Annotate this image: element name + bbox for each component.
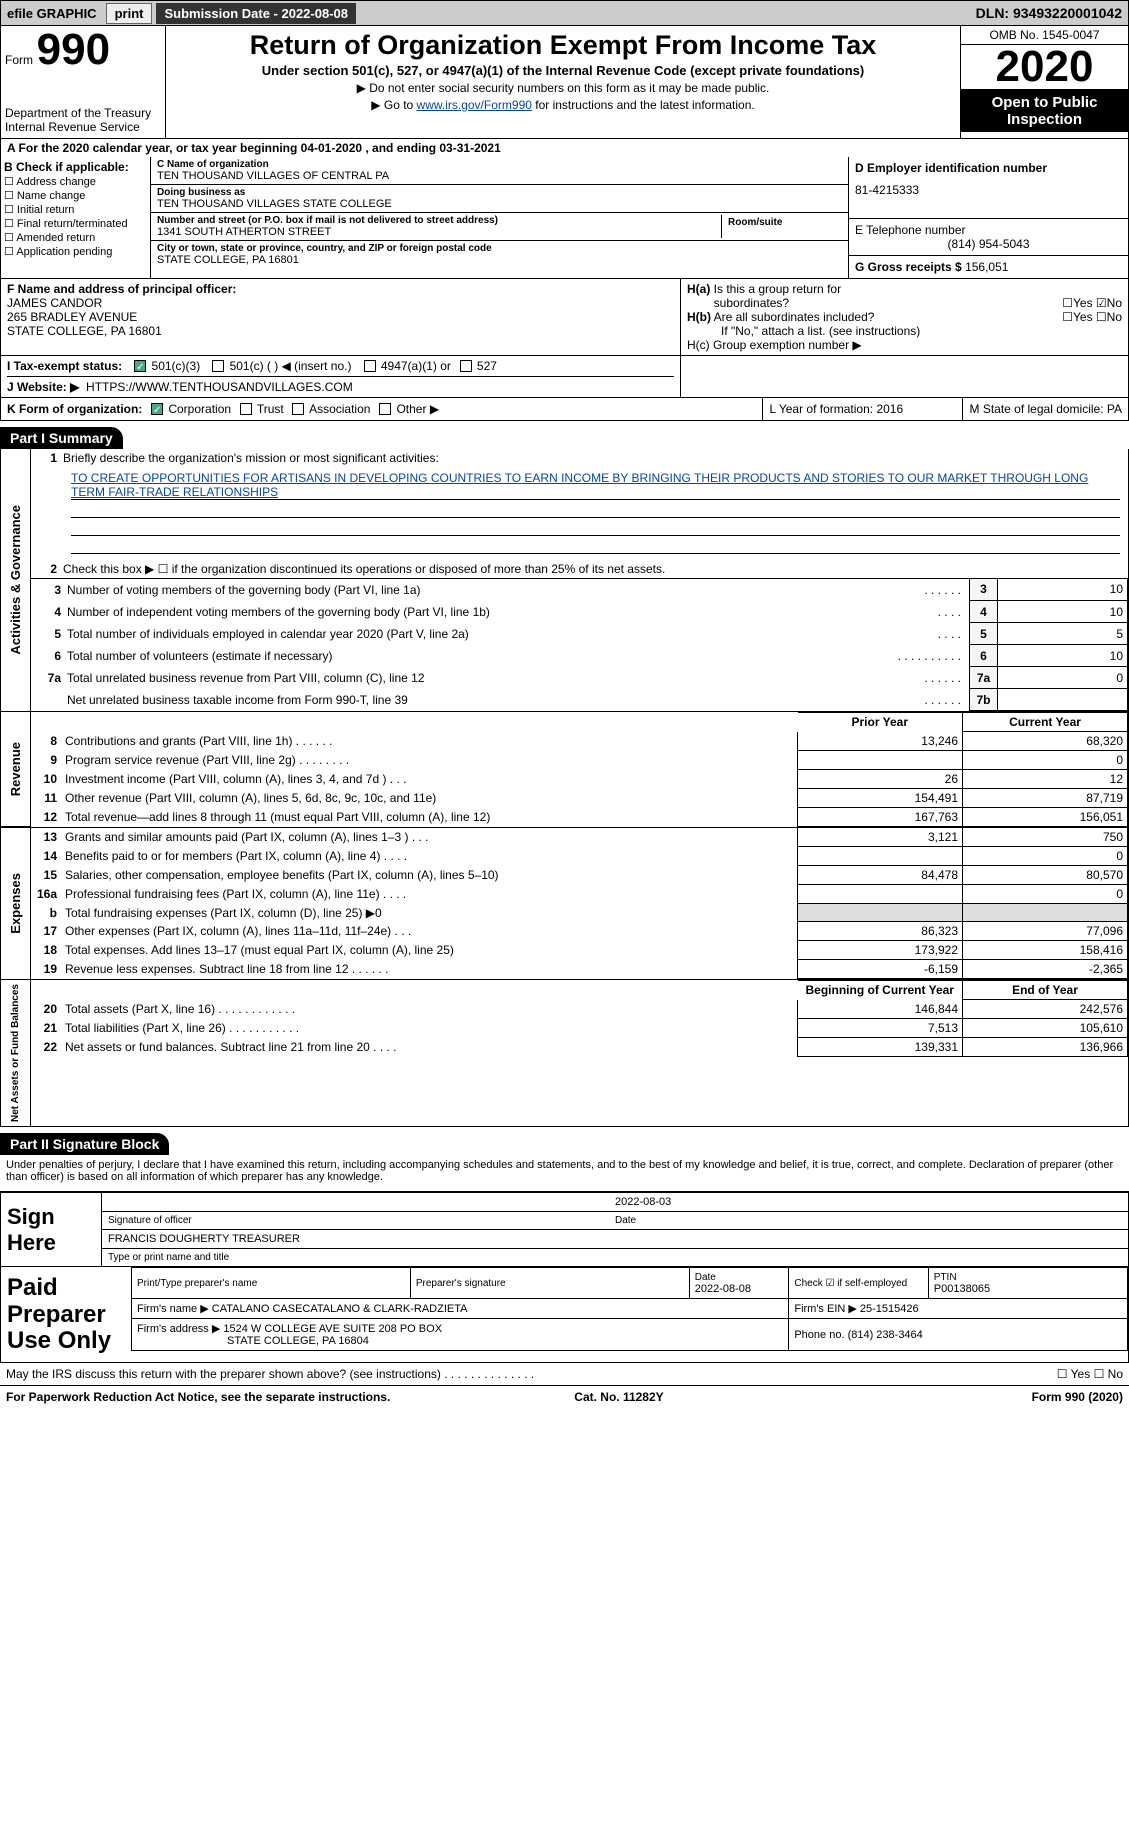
g-gross-lbl: G Gross receipts $ [855,260,962,274]
cb-4947[interactable] [364,360,376,372]
cat-no: Cat. No. 11282Y [574,1390,663,1404]
q1-mission-lbl: Briefly describe the organization's miss… [63,451,1124,465]
declaration-text: Under penalties of perjury, I declare th… [0,1155,1129,1187]
expenses-table: 13Grants and similar amounts paid (Part … [31,828,1128,979]
irs-link[interactable]: www.irs.gov/Form990 [417,98,532,112]
cb-address[interactable]: ☐ Address change [4,175,147,188]
phone-value: (814) 954-5043 [855,237,1122,251]
b-header: B Check if applicable: [4,160,147,174]
cb-assoc[interactable] [292,403,304,415]
section-klm: K Form of organization: Corporation Trus… [0,398,1129,421]
revenue-vlabel: Revenue [6,738,25,800]
e-phone-lbl: E Telephone number [855,223,1122,237]
cb-pending[interactable]: ☐ Application pending [4,245,147,258]
officer-addr1: 265 BRADLEY AVENUE [7,310,674,324]
street-addr: 1341 SOUTH ATHERTON STREET [157,226,721,238]
dln: DLN: 93493220001042 [976,5,1128,21]
c-name-lbl: C Name of organization [157,159,842,170]
dba-lbl: Doing business as [157,187,842,198]
part1-header: Part I Summary [0,427,123,449]
line-a: A For the 2020 calendar year, or tax yea… [0,139,1129,157]
form-header: Form 990 Department of the TreasuryInter… [0,26,1129,139]
part1-revenue-expenses: Revenue Prior YearCurrent Year 8Contribu… [0,712,1129,828]
part1-netassets: Net Assets or Fund Balances Beginning of… [0,980,1129,1127]
submission-date: Submission Date - 2022-08-08 [156,3,356,24]
section-fh: F Name and address of principal officer:… [0,279,1129,356]
sig-officer-lbl: Signature of officer [108,1215,615,1226]
d-ein-lbl: D Employer identification number [855,161,1122,175]
room-lbl: Room/suite [728,217,836,228]
governance-table: 3Number of voting members of the governi… [31,578,1128,712]
print-button[interactable]: print [106,3,153,24]
k-form-org: K Form of organization: Corporation Trus… [1,398,763,420]
part1-expenses: Expenses 13Grants and similar amounts pa… [0,828,1129,980]
j-website: J Website: ▶ HTTPS://WWW.TENTHOUSANDVILL… [7,376,674,394]
cb-amended[interactable]: ☐ Amended return [4,231,147,244]
form-subtitle: Under section 501(c), 527, or 4947(a)(1)… [170,63,956,78]
hb-subordinates: H(b) Are all subordinates included?☐Yes … [687,310,1122,324]
cb-corp[interactable] [151,403,163,415]
note-link: ▶ Go to www.irs.gov/Form990 for instruct… [170,98,956,112]
cb-501c[interactable] [212,360,224,372]
form-page-no: Form 990 (2020) [1032,1390,1123,1404]
expenses-vlabel: Expenses [6,869,25,938]
sign-here-label: Sign Here [1,1193,101,1266]
hb-note: If "No," attach a list. (see instruction… [687,324,1122,338]
inspection-label: Open to Public Inspection [961,90,1128,132]
netassets-vlabel: Net Assets or Fund Balances [8,980,23,1126]
hc-exemption: H(c) Group exemption number ▶ [687,338,1122,352]
note-ssn: ▶ Do not enter social security numbers o… [170,81,956,95]
paid-preparer-label: Paid Preparer Use Only [1,1267,131,1362]
section-ij: I Tax-exempt status: 501(c)(3) 501(c) ( … [0,356,1129,398]
dept-treasury: Department of the TreasuryInternal Reven… [5,106,161,134]
cb-other[interactable] [379,403,391,415]
governance-label: Activities & Governance [6,501,25,659]
ein-value: 81-4215333 [855,183,1122,197]
tax-year: 2020 [961,45,1128,90]
section-bcdeg: B Check if applicable: ☐ Address change … [0,157,1129,279]
gross-receipts: 156,051 [965,260,1008,274]
efile-label: efile GRAPHIC [1,6,103,21]
officer-name: JAMES CANDOR [7,296,674,310]
cb-final[interactable]: ☐ Final return/terminated [4,217,147,230]
type-name-lbl: Type or print name and title [108,1252,1122,1263]
city-lbl: City or town, state or province, country… [157,243,842,254]
cb-trust[interactable] [240,403,252,415]
form-number: 990 [37,25,110,74]
m-state-domicile: M State of legal domicile: PA [963,398,1128,420]
revenue-table: Prior YearCurrent Year 8Contributions an… [31,712,1128,827]
part1-governance: Activities & Governance 1Briefly describ… [0,449,1129,713]
cb-501c3[interactable] [134,360,146,372]
form-title: Return of Organization Exempt From Incom… [170,30,956,61]
cb-name[interactable]: ☐ Name change [4,189,147,202]
paperwork-notice: For Paperwork Reduction Act Notice, see … [6,1390,390,1404]
top-bar: efile GRAPHIC print Submission Date - 20… [0,0,1129,26]
ha-group: H(a) Is this a group return for subordin… [687,282,1122,310]
i-tax-status: I Tax-exempt status: 501(c)(3) 501(c) ( … [7,359,674,373]
netassets-table: Beginning of Current YearEnd of Year 20T… [31,980,1128,1057]
cb-527[interactable] [460,360,472,372]
preparer-table: Print/Type preparer's name Preparer's si… [131,1267,1128,1351]
addr-lbl: Number and street (or P.O. box if mail i… [157,215,721,226]
footer: For Paperwork Reduction Act Notice, see … [0,1385,1129,1408]
form-prefix: Form [5,53,33,67]
city-state: STATE COLLEGE, PA 16801 [157,254,842,266]
officer-printed-name: FRANCIS DOUGHERTY TREASURER [108,1233,1122,1245]
l-year-formation: L Year of formation: 2016 [763,398,963,420]
sig-date-value: 2022-08-03 [615,1196,1122,1208]
discuss-row: May the IRS discuss this return with the… [0,1363,1129,1385]
org-name: TEN THOUSAND VILLAGES OF CENTRAL PA [157,170,842,182]
dba-name: TEN THOUSAND VILLAGES STATE COLLEGE [157,198,842,210]
part2-header: Part II Signature Block [0,1133,169,1155]
q2-discontinued: Check this box ▶ ☐ if the organization d… [63,562,1124,576]
signature-block: Sign Here 2022-08-03 Signature of office… [0,1191,1129,1363]
mission-text: TO CREATE OPPORTUNITIES FOR ARTISANS IN … [71,471,1120,500]
cb-initial[interactable]: ☐ Initial return [4,203,147,216]
f-officer-lbl: F Name and address of principal officer: [7,282,674,296]
date-lbl: Date [615,1215,1122,1226]
officer-addr2: STATE COLLEGE, PA 16801 [7,324,674,338]
